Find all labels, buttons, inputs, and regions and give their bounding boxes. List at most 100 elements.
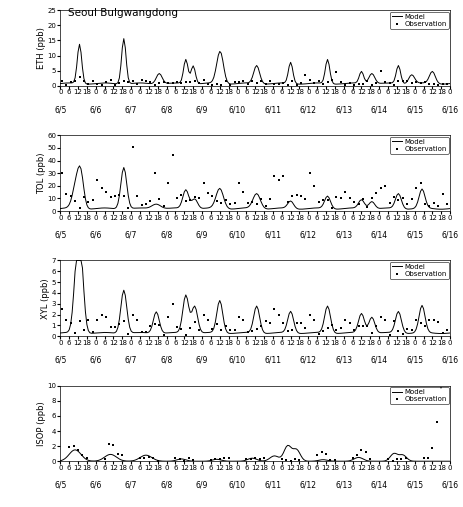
Observation <box>257 195 264 203</box>
Text: 6/13: 6/13 <box>334 356 351 365</box>
Observation <box>213 80 220 88</box>
Observation <box>133 192 140 200</box>
Observation <box>332 68 339 77</box>
Observation <box>195 325 202 334</box>
Observation <box>246 455 254 463</box>
Legend: Model, Observation: Model, Observation <box>389 137 448 154</box>
Observation <box>120 192 127 200</box>
Observation <box>191 318 198 327</box>
Text: 6/5: 6/5 <box>54 105 66 115</box>
Observation <box>363 322 370 330</box>
Model <box>424 326 430 332</box>
Observation <box>266 319 273 327</box>
Observation <box>65 443 73 451</box>
Observation <box>425 202 432 210</box>
Observation <box>89 328 96 336</box>
Observation <box>432 418 439 426</box>
Observation <box>354 322 362 331</box>
Observation <box>438 329 445 337</box>
Observation <box>403 325 410 333</box>
Observation <box>392 455 400 463</box>
Observation <box>367 329 375 337</box>
Model <box>57 81 63 87</box>
Observation <box>437 384 444 392</box>
Observation <box>394 196 401 204</box>
Observation <box>71 197 79 205</box>
Observation <box>124 330 131 338</box>
Observation <box>151 320 158 328</box>
Model <box>355 454 361 460</box>
Text: 6/9: 6/9 <box>195 356 208 365</box>
Observation <box>80 78 88 86</box>
Observation <box>80 193 88 201</box>
Observation <box>443 325 450 334</box>
Observation <box>420 78 428 86</box>
Observation <box>217 199 225 207</box>
Observation <box>257 322 264 331</box>
Observation <box>173 322 180 331</box>
Y-axis label: TOL (ppb): TOL (ppb) <box>37 153 46 194</box>
Text: 6/11: 6/11 <box>264 481 281 490</box>
Observation <box>412 78 419 86</box>
Observation <box>383 454 391 462</box>
Observation <box>443 200 450 208</box>
Observation <box>106 323 114 331</box>
Observation <box>275 81 282 89</box>
Text: 6/5: 6/5 <box>54 231 66 239</box>
Observation <box>235 78 242 86</box>
Observation <box>381 182 388 190</box>
Observation <box>292 81 300 89</box>
Observation <box>401 454 409 462</box>
Observation <box>301 323 308 332</box>
Observation <box>142 200 150 208</box>
Model <box>296 450 301 456</box>
Model <box>57 458 63 464</box>
Observation <box>191 77 198 85</box>
Text: 6/14: 6/14 <box>370 481 387 490</box>
Observation <box>185 454 192 462</box>
Observation <box>260 454 267 462</box>
Observation <box>248 77 256 85</box>
Observation <box>388 457 395 465</box>
Observation <box>115 79 123 87</box>
Model <box>420 188 425 194</box>
Observation <box>385 199 393 207</box>
Observation <box>403 77 410 85</box>
Observation <box>394 327 401 335</box>
Observation <box>169 79 176 87</box>
Observation <box>106 76 114 84</box>
Observation <box>376 313 383 321</box>
Line: Model: Model <box>60 39 449 84</box>
Observation <box>348 454 356 462</box>
Text: 6/6: 6/6 <box>89 356 102 365</box>
Observation <box>226 81 233 89</box>
Observation <box>191 193 198 201</box>
Observation <box>438 190 445 198</box>
Observation <box>204 80 211 88</box>
Observation <box>277 455 285 463</box>
Model <box>446 205 452 211</box>
Model <box>57 330 63 336</box>
Observation <box>362 448 369 456</box>
Observation <box>389 317 397 325</box>
Observation <box>317 448 325 456</box>
Observation <box>102 188 110 196</box>
Observation <box>434 318 441 326</box>
Text: 6/11: 6/11 <box>264 231 281 239</box>
Observation <box>358 195 366 203</box>
Observation <box>279 79 286 87</box>
Observation <box>398 330 406 338</box>
Observation <box>363 77 370 85</box>
Text: 6/14: 6/14 <box>370 356 387 365</box>
Text: 6/10: 6/10 <box>228 231 245 239</box>
Model <box>355 318 361 324</box>
Observation <box>319 327 326 335</box>
Observation <box>115 191 123 199</box>
Text: 6/10: 6/10 <box>228 105 245 115</box>
Model <box>296 330 301 336</box>
Observation <box>115 319 123 328</box>
Observation <box>235 313 242 321</box>
Observation <box>58 305 65 313</box>
Y-axis label: ISOP (ppb): ISOP (ppb) <box>37 401 46 446</box>
Observation <box>176 455 183 463</box>
